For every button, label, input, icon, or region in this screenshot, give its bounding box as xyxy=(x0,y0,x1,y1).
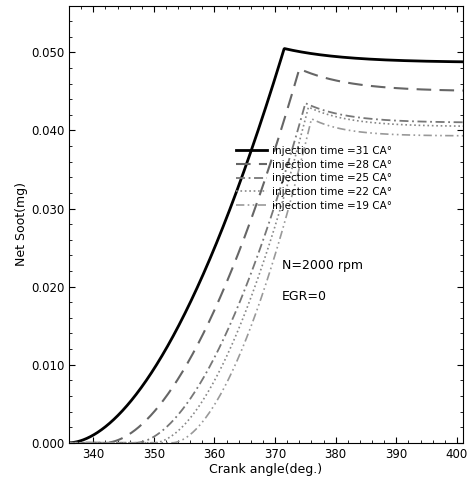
Text: N=2000 rpm: N=2000 rpm xyxy=(282,259,363,272)
Legend: injection time =31 CA°, injection time =28 CA°, injection time =25 CA°, injectio: injection time =31 CA°, injection time =… xyxy=(232,142,397,215)
Text: EGR=0: EGR=0 xyxy=(282,290,327,303)
Y-axis label: Net Soot(mg): Net Soot(mg) xyxy=(15,182,28,266)
X-axis label: Crank angle(deg.): Crank angle(deg.) xyxy=(210,464,323,476)
